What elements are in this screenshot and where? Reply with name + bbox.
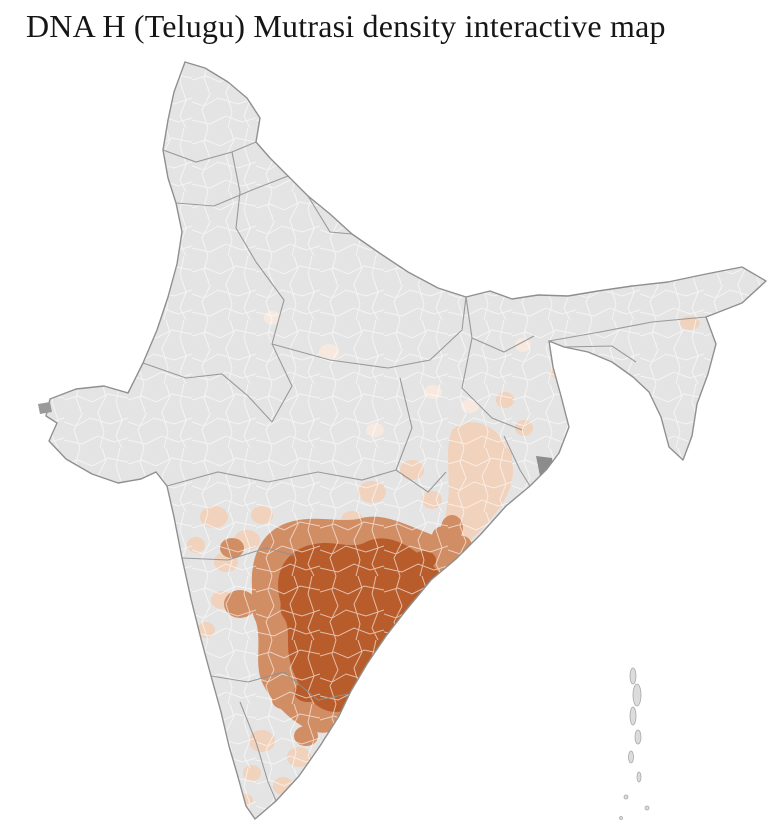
page-title: DNA H (Telugu) Mutrasi density interacti… (26, 8, 666, 44)
state-boundaries (142, 141, 707, 802)
andaman-nicobar-islands[interactable] (619, 667, 650, 820)
district-boundaries-mesh (46, 62, 766, 819)
kutch-creek-fragment (38, 402, 52, 414)
